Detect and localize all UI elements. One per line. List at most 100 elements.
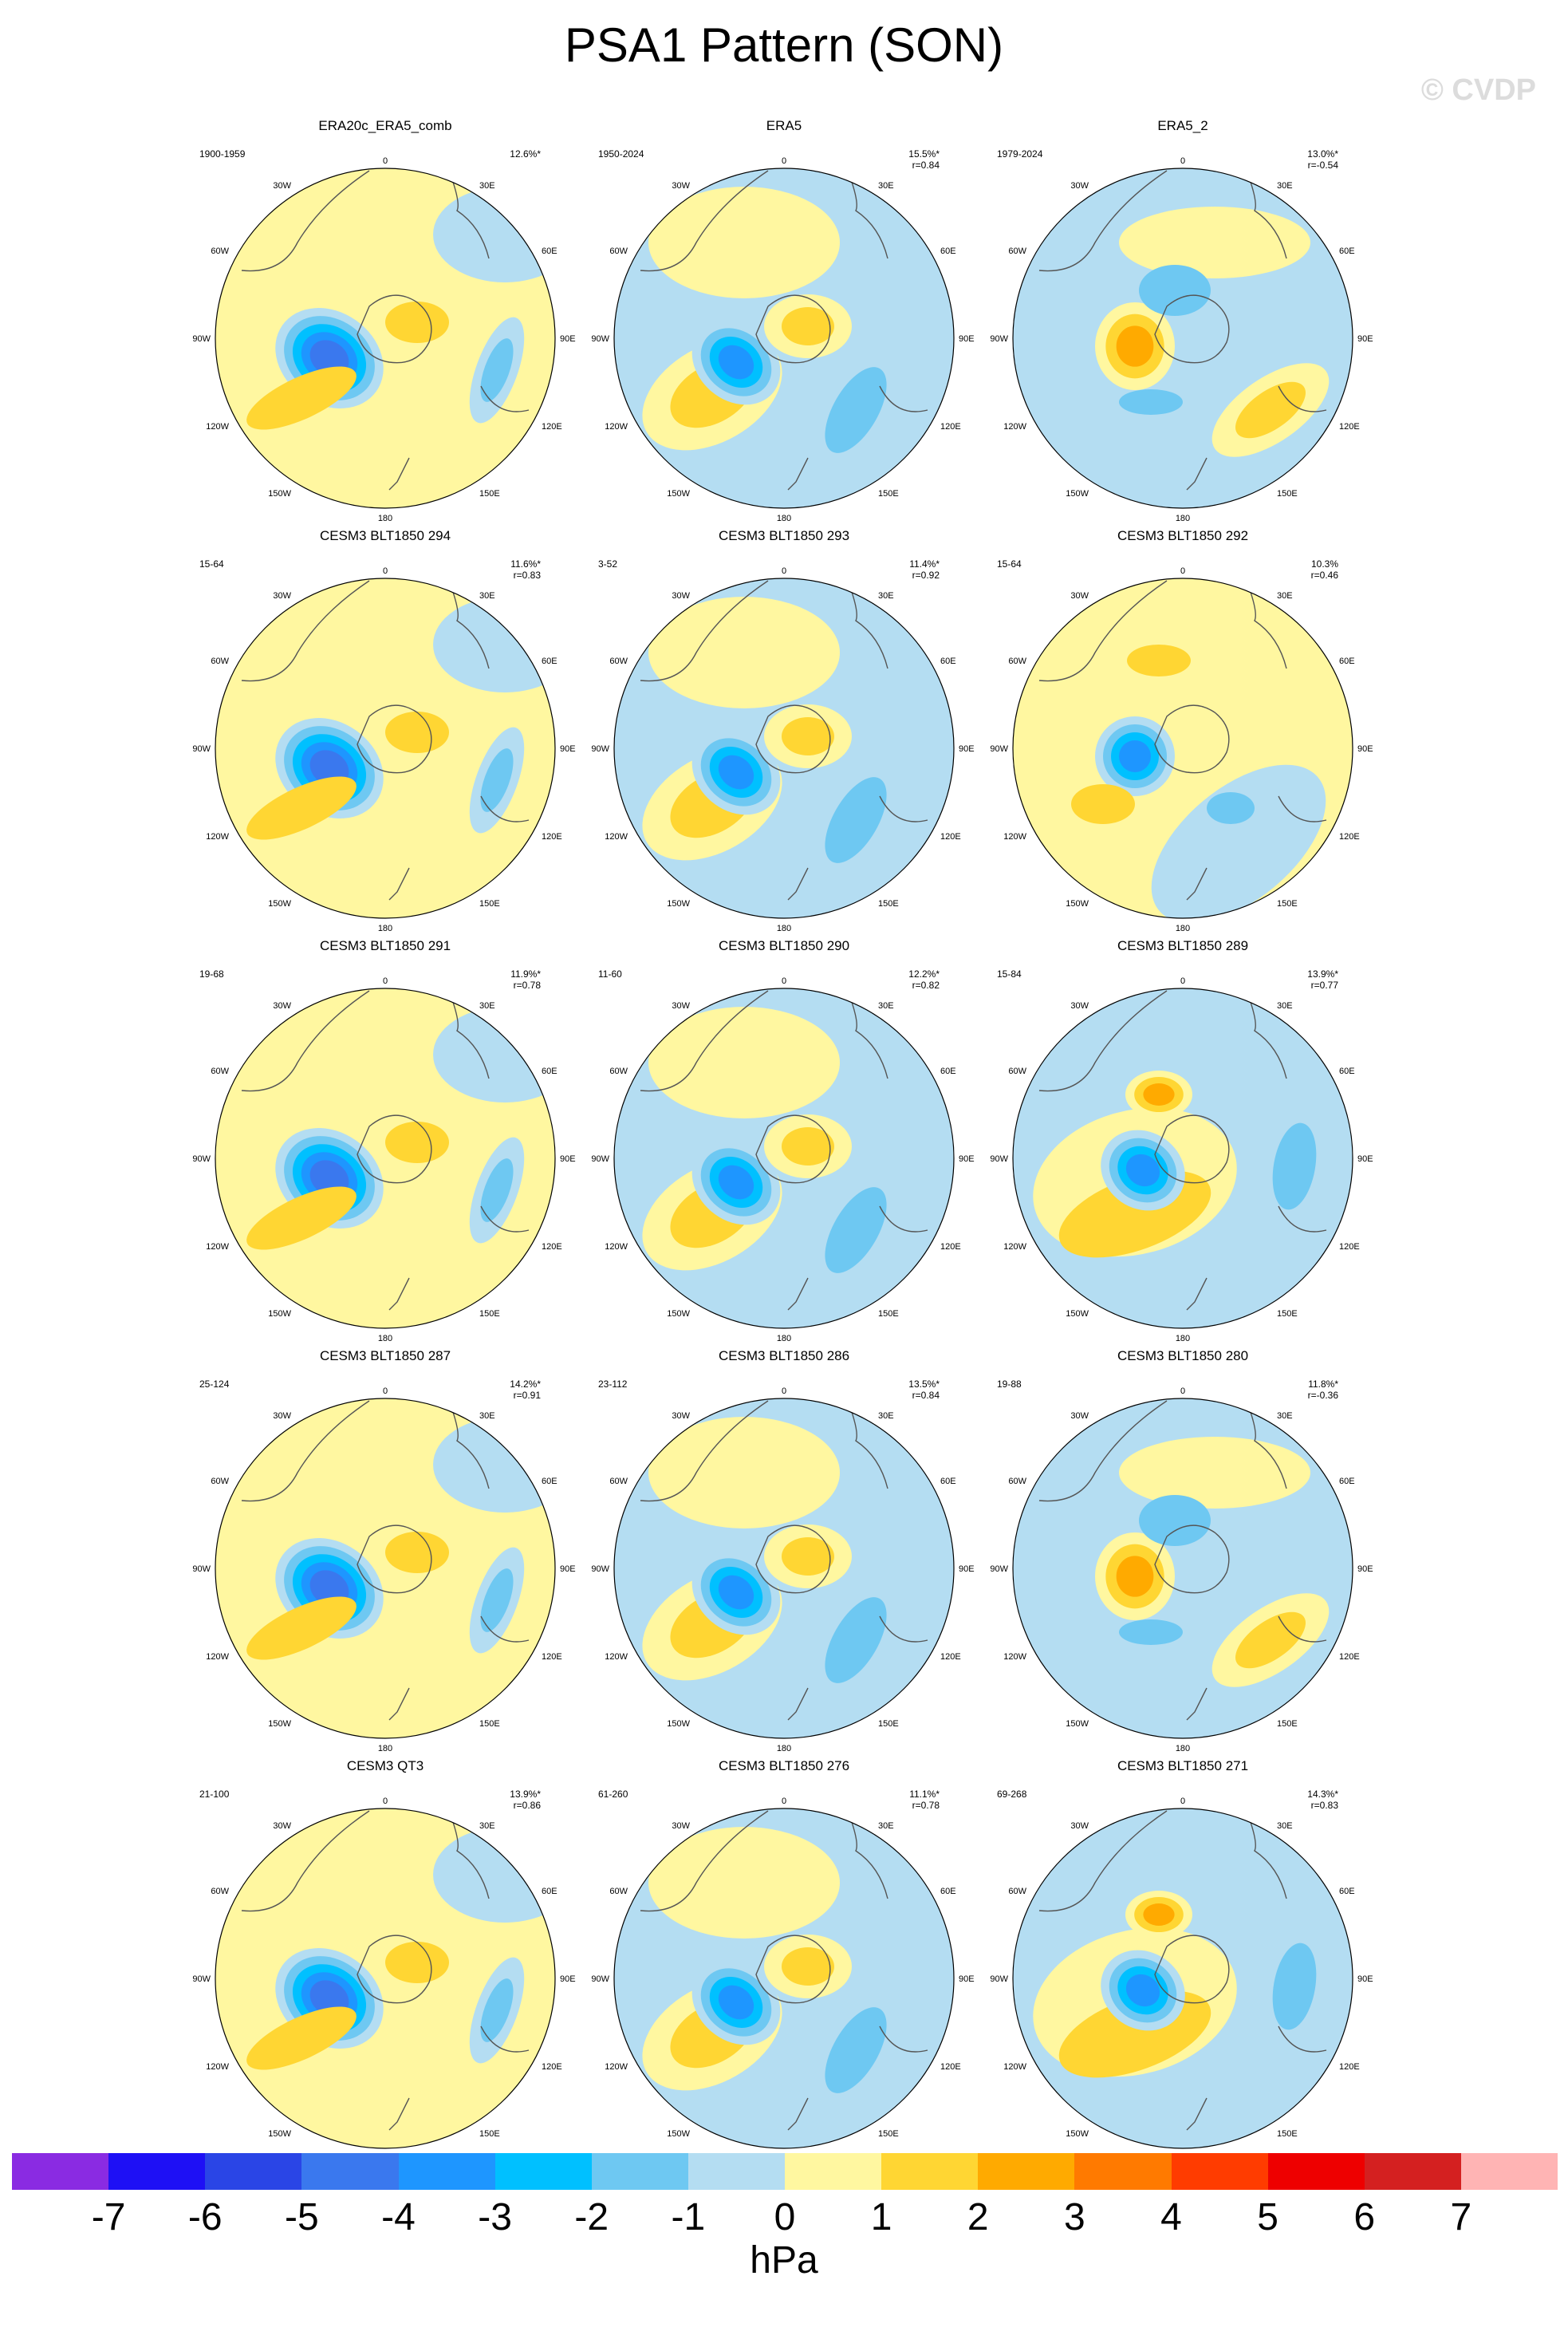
colorbar-swatch (301, 2153, 399, 2190)
south-america-coastline (241, 580, 370, 682)
map-boundary (1012, 1808, 1353, 2149)
panel-year-range: 11-60 (598, 968, 622, 980)
colorbar-tick-label: -7 (91, 2196, 126, 2238)
longitude-label: 30E (1277, 1411, 1293, 1421)
longitude-label: 90E (959, 744, 975, 754)
longitude-label: 0 (383, 1797, 388, 1806)
contour-fill (718, 345, 754, 380)
longitude-label: 0 (782, 976, 786, 986)
panel-variance-percent: 14.2%* (510, 1379, 541, 1390)
longitude-label: 120W (206, 422, 229, 432)
longitude-label: 30E (1277, 1821, 1293, 1831)
longitude-label: 60W (609, 247, 628, 256)
contour-fill (648, 1007, 840, 1118)
africa-coastline (847, 170, 888, 259)
longitude-label: 90W (192, 1974, 211, 1984)
contour-fill (782, 717, 834, 755)
australia-coastline (480, 1615, 530, 1643)
contour-fill (1139, 1495, 1211, 1546)
longitude-label: 0 (782, 1386, 786, 1396)
panel-year-range: 19-68 (199, 968, 224, 980)
australia-coastline (879, 385, 928, 412)
contour-fill (246, 1186, 357, 1250)
panel-year-range: 69-268 (997, 1789, 1027, 1800)
antarctica-coastline (755, 1524, 831, 1594)
panel-variance-percent: 15.5%* (908, 148, 940, 160)
contour-fill (246, 776, 357, 840)
panel-variance-percent: 12.2%* (908, 968, 940, 980)
colorbar-tick-label: 5 (1257, 2196, 1278, 2238)
panel-correlation: r=0.77 (1310, 980, 1338, 991)
panel-title: CESM3 BLT1850 293 (718, 528, 850, 543)
contour-fill (1119, 389, 1183, 415)
contour-fill (385, 712, 449, 753)
contour-fill (246, 366, 357, 430)
longitude-label: 150W (1066, 2129, 1089, 2139)
contour-fill (825, 1597, 887, 1683)
longitude-label: 90E (1357, 744, 1373, 754)
polar-map: 0 180 30W 60W 90W 120W 150W 30E 60E 90E 120E 150E (192, 1386, 576, 1753)
panel-year-range: 19-88 (997, 1379, 1022, 1390)
panel-title: CESM3 BLT1850 287 (319, 1348, 451, 1363)
new-zealand-coastline (787, 1277, 809, 1311)
longitude-label: 120E (940, 1242, 961, 1252)
map-boundary (215, 988, 556, 1329)
colorbar-swatch (1074, 2153, 1172, 2190)
south-america-coastline (640, 580, 769, 682)
contour-fill (385, 1532, 449, 1573)
longitude-label: 90W (591, 334, 609, 344)
south-america-coastline (1038, 170, 1168, 272)
longitude-label: 150E (479, 1719, 500, 1729)
polar-map: 0 180 30W 60W 90W 120W 150W 30E 60E 90E 120E 150E (192, 156, 575, 523)
contour-fill (1235, 381, 1306, 439)
colorbar-swatch (494, 2153, 592, 2190)
longitude-label: 120E (542, 1242, 562, 1252)
australia-coastline (480, 795, 530, 822)
longitude-label: 120E (940, 422, 961, 432)
panel-correlation: r=0.86 (513, 1800, 541, 1811)
longitude-label: 90E (959, 1564, 975, 1574)
south-america-coastline (241, 990, 370, 1092)
longitude-label: 120W (605, 1242, 628, 1252)
figure-title: PSA1 Pattern (SON) (564, 18, 1004, 72)
longitude-label: 30W (273, 1411, 291, 1421)
panel-year-range: 15-64 (997, 558, 1022, 570)
longitude-label: 150E (1277, 489, 1298, 499)
longitude-label: 30W (1070, 181, 1089, 191)
panel-year-range: 23-112 (598, 1379, 628, 1390)
contour-fill (1125, 1974, 1160, 2007)
longitude-label: 120W (1003, 1652, 1026, 1662)
new-zealand-coastline (1186, 457, 1208, 491)
colorbar-swatch (785, 2153, 882, 2190)
longitude-label: 150W (667, 1719, 690, 1729)
longitude-label: 150E (878, 899, 899, 909)
africa-coastline (1246, 580, 1287, 669)
longitude-label: 120W (206, 1242, 229, 1252)
longitude-label: 120W (605, 2062, 628, 2072)
panel-correlation: r=0.78 (513, 980, 541, 991)
colorbar-tick-label: 4 (1160, 2196, 1182, 2238)
longitude-label: 0 (782, 156, 786, 166)
longitude-label: 60W (1008, 1477, 1026, 1486)
map-boundary (1012, 1398, 1353, 1739)
cvdp-watermark: © CVDP (1420, 73, 1536, 107)
colorbar-swatch (108, 2153, 206, 2190)
longitude-label: 90E (560, 744, 576, 754)
panel-year-range: 1979-2024 (997, 148, 1043, 160)
longitude-label: 60E (542, 1477, 557, 1486)
longitude-label: 30W (1070, 1411, 1089, 1421)
contour-fill (1119, 207, 1310, 278)
australia-coastline (879, 1205, 928, 1233)
contour-fill (1116, 325, 1154, 367)
longitude-label: 60W (211, 1067, 229, 1076)
longitude-label: 120W (605, 422, 628, 432)
contour-fill (1139, 265, 1211, 316)
south-america-coastline (640, 170, 769, 272)
contour-fill (1272, 1122, 1317, 1210)
south-america-coastline (241, 1400, 370, 1502)
longitude-label: 90E (560, 1564, 576, 1574)
contour-fill (433, 1007, 555, 1102)
contour-fill (1119, 1437, 1310, 1509)
longitude-label: 180 (1176, 924, 1190, 933)
contour-fill (648, 187, 840, 298)
